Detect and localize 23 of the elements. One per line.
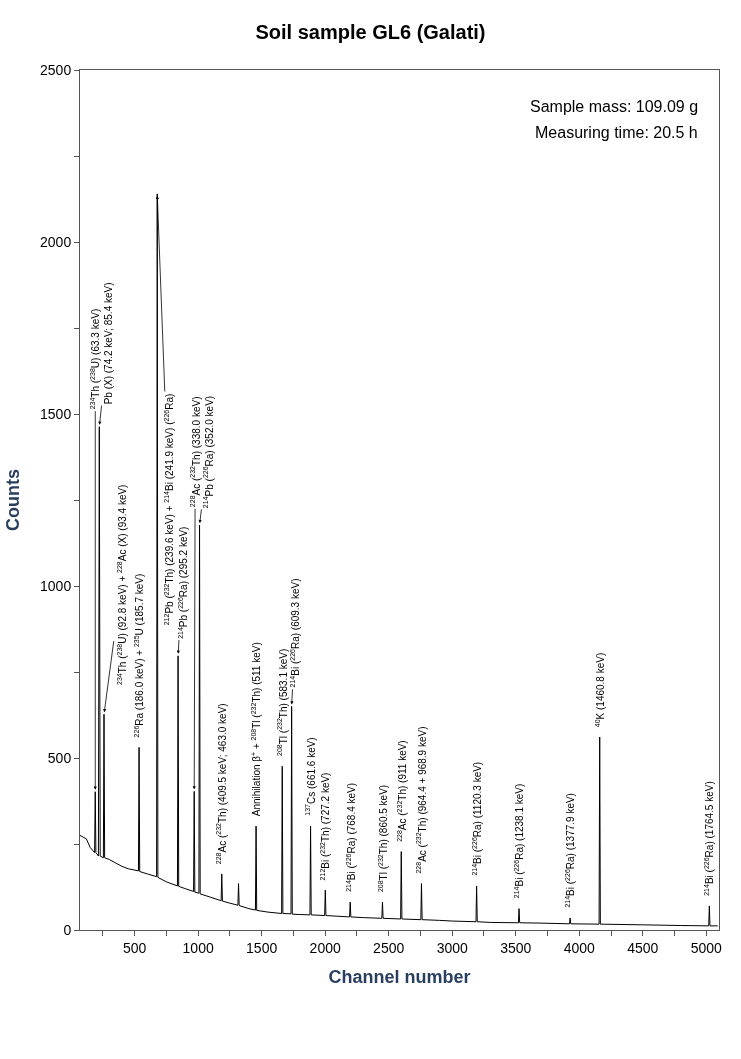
y-tick-label: 2000 bbox=[40, 233, 72, 250]
x-tick-label: 4500 bbox=[627, 939, 659, 956]
y-axis-title: Counts bbox=[3, 469, 24, 531]
y-tick-label: 0 bbox=[63, 921, 72, 938]
annotation: Pb (X) (74.2 keV; 85.4 keV) bbox=[103, 282, 115, 405]
annotation: Measuring time: 20.5 h bbox=[535, 124, 698, 141]
x-tick-label: 2500 bbox=[373, 939, 405, 956]
x-tick-label: 2000 bbox=[309, 939, 341, 956]
x-axis-title: Channel number bbox=[328, 966, 471, 987]
y-tick-label: 2500 bbox=[40, 61, 72, 78]
x-tick-label: 500 bbox=[122, 939, 147, 956]
line-series bbox=[80, 193, 719, 927]
chart-title: Soil sample GL6 (Galati) bbox=[255, 21, 486, 43]
x-tick-label: 1500 bbox=[246, 939, 278, 956]
x-tick-label: 3500 bbox=[500, 939, 532, 956]
y-tick-label: 1000 bbox=[40, 577, 72, 594]
y-tick-label: 500 bbox=[47, 749, 72, 766]
x-tick-label: 1000 bbox=[182, 939, 214, 956]
x-tick-label: 4000 bbox=[563, 939, 596, 956]
x-tick-label: 5000 bbox=[690, 939, 723, 956]
annotation: Sample mass: 109.09 g bbox=[530, 98, 699, 115]
y-tick-label: 1500 bbox=[40, 405, 72, 422]
x-tick-label: 3000 bbox=[436, 939, 468, 956]
